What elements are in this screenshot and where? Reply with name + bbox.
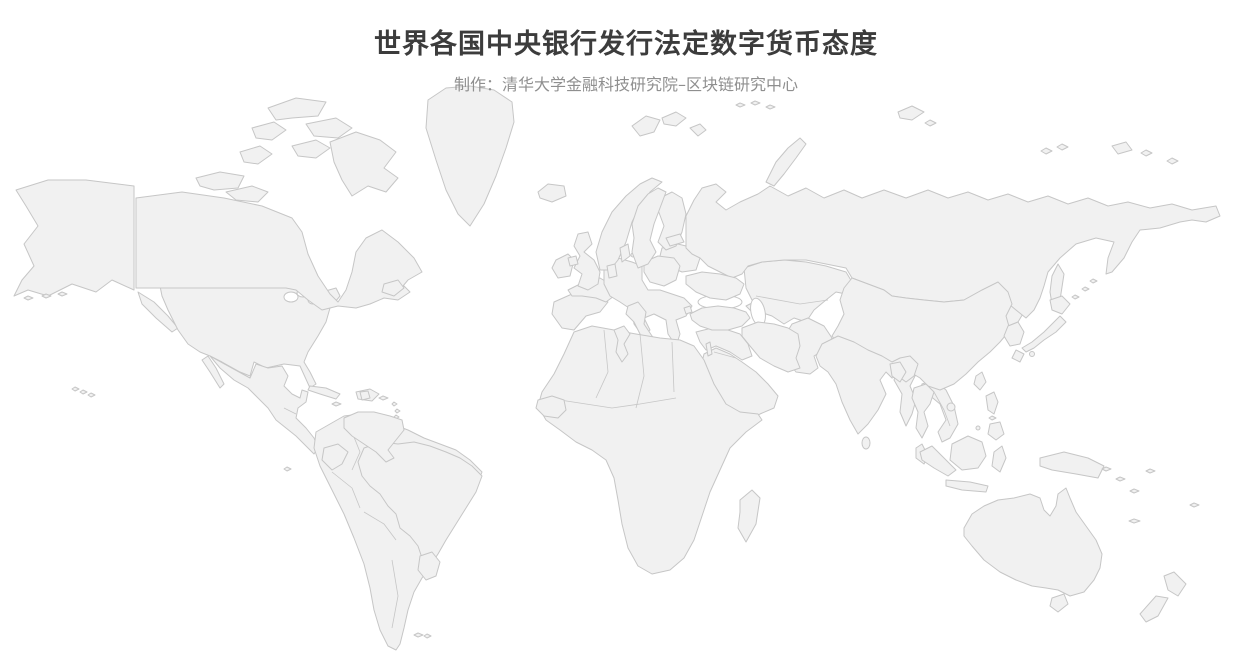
indonesia-java[interactable]	[945, 479, 989, 493]
alaska-panhandle[interactable]	[137, 291, 179, 333]
country-bangladesh[interactable]	[889, 361, 907, 383]
country-sweden[interactable]	[631, 187, 667, 269]
country-india[interactable]	[815, 335, 919, 435]
indonesia-sumatra[interactable]	[919, 445, 957, 477]
country-philippines[interactable]	[985, 391, 1005, 441]
country-ukraine[interactable]	[685, 271, 745, 301]
colored-regions	[135, 97, 1221, 623]
hawaii-islands	[71, 386, 96, 398]
new-guinea[interactable]	[1039, 451, 1105, 479]
country-turkey[interactable]	[689, 305, 751, 331]
indonesia-sulawesi[interactable]	[991, 445, 1007, 473]
japan-shikoku	[1029, 351, 1035, 357]
severnaya-zemlya	[897, 105, 937, 127]
turkey-thrace	[683, 305, 693, 315]
aleutian-islands	[23, 291, 68, 301]
country-ecuador[interactable]	[321, 443, 349, 471]
country-cuba[interactable]	[307, 385, 341, 400]
country-taiwan[interactable]	[973, 371, 987, 391]
country-newfoundland[interactable]	[381, 279, 405, 297]
japan-hokkaido[interactable]	[1049, 295, 1071, 315]
japan-honshu[interactable]	[1021, 315, 1067, 353]
country-madagascar[interactable]	[737, 489, 761, 543]
base-landmasses	[13, 85, 1200, 651]
country-venezuela[interactable]	[343, 411, 405, 463]
country-canada[interactable]	[135, 191, 423, 311]
country-mexico-central-america[interactable]	[209, 355, 319, 455]
indonesia-borneo[interactable]	[949, 435, 987, 471]
japan-kyushu[interactable]	[1011, 349, 1025, 363]
country-australia[interactable]	[963, 487, 1103, 597]
country-brazil[interactable]	[357, 441, 483, 567]
hainan	[946, 402, 956, 412]
novaya-zemlya	[765, 137, 807, 187]
country-netherlands[interactable]	[606, 263, 618, 279]
country-northern-ireland[interactable]	[567, 255, 579, 267]
country-iran[interactable]	[741, 321, 801, 373]
country-svalbard[interactable]	[631, 111, 707, 137]
internal-borders	[283, 295, 951, 629]
caribbean-islands	[331, 395, 401, 420]
country-south-korea[interactable]	[1003, 321, 1025, 347]
great-lake-1	[283, 291, 299, 303]
new-zealand-south[interactable]	[1139, 595, 1169, 623]
africa-base[interactable]	[537, 325, 763, 575]
canada-arctic-islands[interactable]	[195, 97, 399, 203]
new-zealand-north[interactable]	[1163, 571, 1187, 597]
country-sri-lanka[interactable]	[861, 436, 871, 450]
country-haiti[interactable]	[359, 390, 371, 401]
country-tunisia[interactable]	[613, 325, 631, 363]
country-uruguay[interactable]	[417, 551, 441, 581]
new-siberian-islands	[1040, 141, 1179, 165]
country-uk[interactable]	[573, 231, 601, 291]
kuril-islands	[1071, 278, 1098, 300]
palawan	[975, 425, 981, 431]
country-russia[interactable]	[685, 183, 1221, 319]
country-denmark[interactable]	[619, 243, 631, 263]
pacific-islands	[1101, 466, 1200, 524]
galapagos-falklands	[283, 466, 432, 639]
tasmania[interactable]	[1049, 593, 1069, 613]
country-senegal[interactable]	[535, 395, 567, 419]
country-iceland[interactable]	[537, 183, 567, 203]
country-greenland[interactable]	[425, 85, 515, 227]
country-estonia[interactable]	[665, 233, 685, 247]
franz-josef-land	[735, 100, 776, 110]
country-poland[interactable]	[643, 255, 681, 287]
baja-california	[201, 355, 225, 389]
country-israel[interactable]	[705, 341, 713, 357]
country-thailand[interactable]	[911, 383, 935, 439]
country-usa[interactable]	[159, 285, 341, 389]
country-alaska[interactable]	[13, 179, 135, 297]
